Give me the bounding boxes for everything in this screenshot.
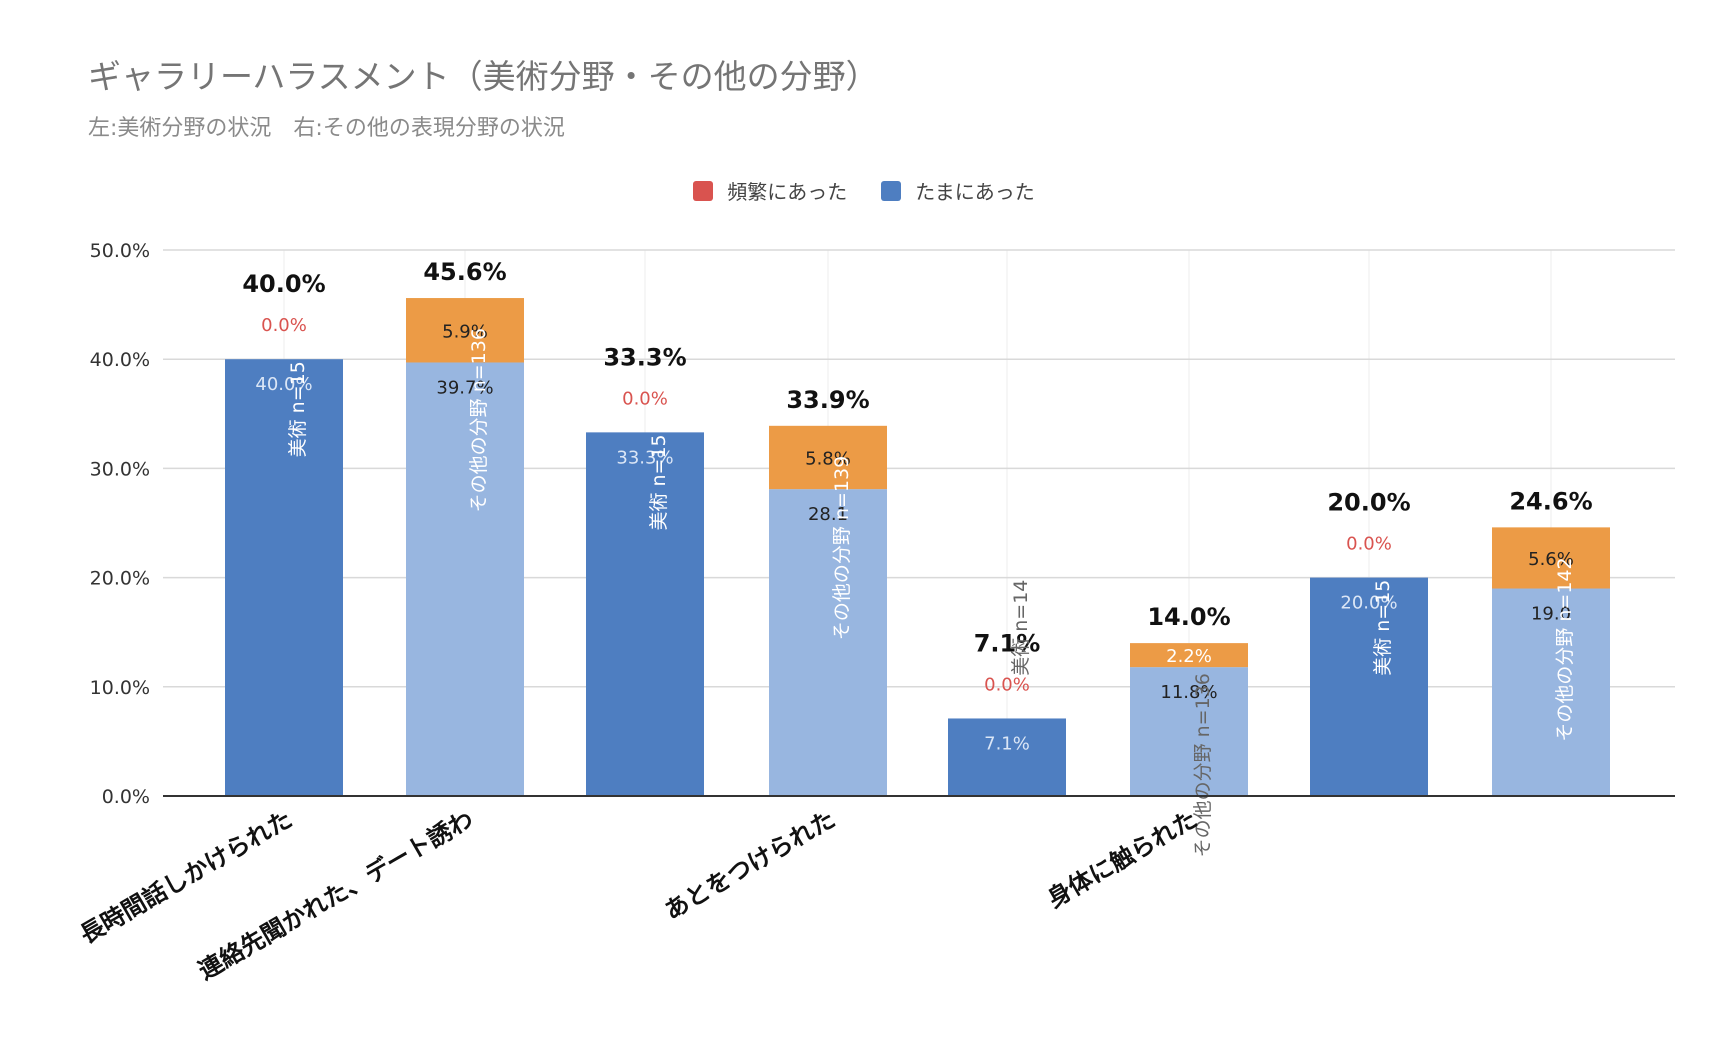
legend-swatch-tama — [881, 180, 902, 201]
bar-series-label: その他の分野 n=136 — [1192, 673, 1214, 857]
y-tick-label: 0.0% — [102, 786, 150, 808]
data-label-tama: 28.1 — [808, 504, 848, 525]
chart-title: ギャラリーハラスメント（美術分野・その他の分野） — [88, 57, 879, 96]
data-label-total: 7.1% — [974, 629, 1041, 657]
bar-segment-tama — [225, 359, 343, 796]
data-label-total: 20.0% — [1327, 489, 1410, 517]
bar-segment-tama — [948, 718, 1066, 796]
legend-label-tama: たまにあった — [915, 180, 1035, 204]
bar-segment-hinpan — [769, 425, 887, 490]
data-label-total: 40.0% — [242, 270, 325, 298]
legend-item-hinpan: 頻繁にあった — [693, 176, 847, 205]
legend-item-tama: たまにあった — [881, 176, 1035, 205]
data-label-total: 14.0% — [1147, 603, 1230, 631]
bar-segment-tama — [406, 362, 524, 796]
data-label-tama: 20.0% — [1340, 593, 1397, 614]
data-label-hinpan: 5.8% — [805, 448, 851, 469]
data-label-hinpan: 0.0% — [261, 315, 307, 336]
bar-segment-tama — [1130, 667, 1248, 796]
data-label-hinpan: 5.9% — [442, 321, 488, 342]
bar-series-label: その他の分野 n=139 — [831, 456, 853, 640]
data-label-tama: 19.0 — [1531, 604, 1571, 625]
bar-segment-tama — [1492, 588, 1610, 796]
x-category-label: 身体に触られた — [1043, 805, 1202, 913]
y-tick-label: 50.0% — [90, 240, 150, 262]
bar-series-label: 美術 n=15 — [1372, 580, 1394, 676]
data-label-hinpan: 0.0% — [984, 674, 1030, 695]
data-label-tama: 39.7% — [436, 377, 493, 398]
data-label-hinpan: 0.0% — [1346, 534, 1392, 555]
data-label-total: 33.3% — [603, 343, 686, 371]
x-category-label: あとをつけられた — [660, 805, 840, 925]
bar-segment-hinpan — [406, 298, 524, 363]
y-tick-label: 10.0% — [90, 677, 150, 699]
legend-swatch-hinpan — [693, 180, 714, 201]
bar-series-label: その他の分野 n=136 — [468, 328, 490, 512]
data-label-hinpan: 2.2% — [1166, 646, 1212, 667]
bar-series-label: 美術 n=15 — [648, 434, 670, 530]
bar-segment-tama — [586, 432, 704, 796]
bar-segment-tama — [1310, 577, 1428, 796]
bar-segment-tama — [769, 489, 887, 796]
data-label-total: 45.6% — [423, 258, 506, 286]
bar-segment-hinpan — [1130, 643, 1248, 668]
data-label-tama: 7.1% — [984, 733, 1030, 754]
legend-label-hinpan: 頻繁にあった — [727, 180, 848, 204]
data-label-hinpan: 0.0% — [622, 388, 668, 409]
y-tick-label: 40.0% — [90, 349, 150, 371]
bar-segment-hinpan — [1492, 527, 1610, 589]
legend: 頻繁にあった たまにあった — [0, 176, 1728, 205]
chart-subtitle: 左:美術分野の状況 右:その他の表現分野の状況 — [88, 116, 565, 141]
data-label-tama: 40.0% — [255, 374, 312, 395]
data-label-tama: 11.8% — [1160, 682, 1217, 703]
y-tick-label: 30.0% — [90, 458, 150, 480]
y-tick-label: 20.0% — [90, 568, 150, 590]
bar-series-label: 美術 n=15 — [287, 361, 309, 457]
bar-series-label: その他の分野 n=142 — [1554, 557, 1576, 741]
data-label-hinpan: 5.6% — [1528, 549, 1574, 570]
data-label-total: 33.9% — [786, 386, 869, 414]
data-label-tama: 33.3% — [616, 447, 673, 468]
bar-series-label: 美術 n=14 — [1010, 580, 1032, 676]
data-label-total: 24.6% — [1509, 487, 1592, 515]
